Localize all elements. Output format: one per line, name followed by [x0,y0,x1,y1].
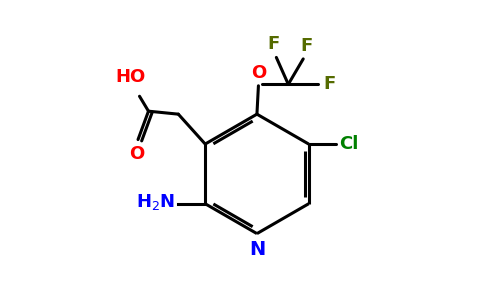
Text: N: N [249,240,265,259]
Text: F: F [323,75,336,93]
Text: Cl: Cl [339,135,359,153]
Text: H$_2$N: H$_2$N [136,192,175,212]
Text: F: F [300,37,312,55]
Text: O: O [251,64,266,82]
Text: HO: HO [115,68,146,86]
Text: O: O [129,145,144,163]
Text: F: F [267,35,279,53]
